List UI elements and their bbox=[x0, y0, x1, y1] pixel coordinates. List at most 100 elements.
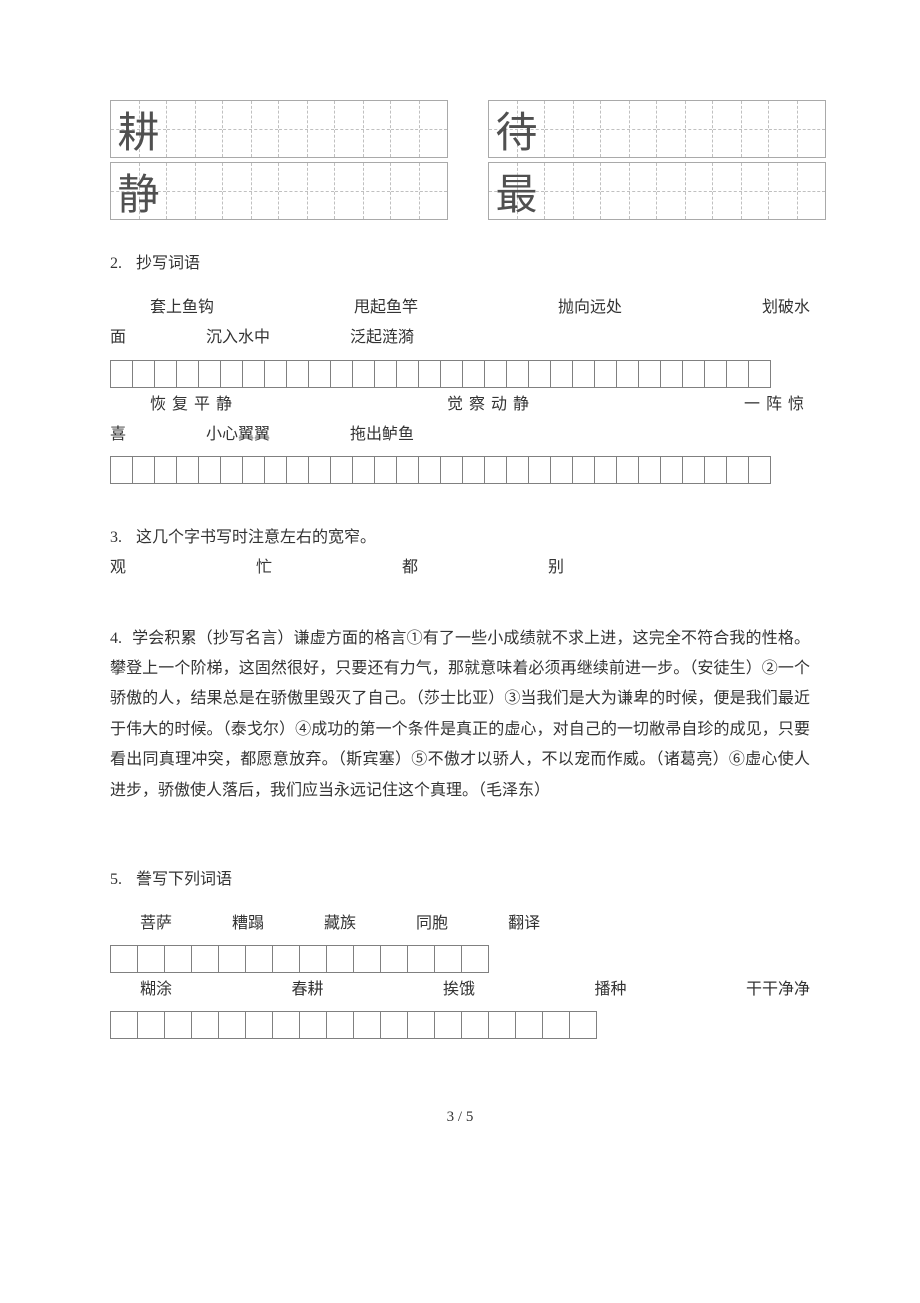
question-number: 4. bbox=[110, 630, 122, 647]
word: 同胞 bbox=[416, 909, 448, 939]
writing-cell bbox=[286, 360, 309, 388]
writing-cell bbox=[726, 456, 749, 484]
word: 藏族 bbox=[324, 909, 356, 939]
writing-cell bbox=[748, 456, 771, 484]
char-cell bbox=[223, 163, 279, 219]
writing-cell bbox=[484, 456, 507, 484]
writing-cell bbox=[462, 360, 485, 388]
writing-cell bbox=[218, 945, 246, 973]
writing-cell bbox=[264, 456, 287, 484]
word: 拖出鲈鱼 bbox=[350, 420, 414, 450]
writing-cell bbox=[461, 945, 489, 973]
writing-cell bbox=[748, 360, 771, 388]
writing-cell bbox=[299, 1011, 327, 1039]
writing-cell bbox=[191, 945, 219, 973]
writing-cell bbox=[660, 456, 683, 484]
writing-cell bbox=[550, 456, 573, 484]
writing-cell bbox=[220, 456, 243, 484]
writing-cell bbox=[154, 360, 177, 388]
char-cell bbox=[713, 163, 769, 219]
char-cell: 待 bbox=[489, 101, 545, 157]
writing-cell bbox=[616, 360, 639, 388]
writing-cell bbox=[308, 456, 331, 484]
char-cell bbox=[545, 163, 601, 219]
writing-cell bbox=[330, 360, 353, 388]
word: 菩萨 bbox=[140, 909, 172, 939]
writing-cell bbox=[407, 1011, 435, 1039]
writing-cell bbox=[440, 360, 463, 388]
writing-cell bbox=[704, 456, 727, 484]
char-cell: 静 bbox=[111, 163, 167, 219]
writing-cell bbox=[218, 1011, 246, 1039]
writing-cell bbox=[594, 456, 617, 484]
word: 划破水 bbox=[762, 293, 810, 323]
writing-cell bbox=[638, 360, 661, 388]
question-number: 5. bbox=[110, 871, 122, 888]
char-cell bbox=[769, 101, 825, 157]
writing-cell bbox=[550, 360, 573, 388]
writing-cell bbox=[191, 1011, 219, 1039]
writing-cell bbox=[308, 360, 331, 388]
question-body: 学会积累（抄写名言）谦虚方面的格言①有了一些小成绩就不求上进，这完全不符合我的性… bbox=[110, 630, 810, 799]
writing-cell bbox=[326, 1011, 354, 1039]
writing-cell bbox=[353, 945, 381, 973]
char-cell bbox=[279, 101, 335, 157]
writing-cell bbox=[110, 456, 133, 484]
char-cell bbox=[657, 163, 713, 219]
char-grid-row-2: 静 最 bbox=[110, 162, 810, 220]
q2-words-line2: 恢复平静 觉察动静 一阵惊 bbox=[110, 390, 810, 420]
char-cell bbox=[167, 163, 223, 219]
word: 套上鱼钩 bbox=[150, 293, 214, 323]
q5-words-line2: 糊涂 春耕 挨饿 播种 干干净净 bbox=[110, 975, 810, 1005]
writing-cell bbox=[726, 360, 749, 388]
writing-cell bbox=[396, 456, 419, 484]
char-cell bbox=[335, 163, 391, 219]
char-cell bbox=[769, 163, 825, 219]
char-grid-left-2: 静 bbox=[110, 162, 448, 220]
char-grid-right-2: 最 bbox=[488, 162, 826, 220]
word: 糊涂 bbox=[140, 975, 172, 1005]
question-5: 5. 誊写下列词语 菩萨 糟蹋 藏族 同胞 翻译 糊涂 春耕 挨饿 播种 干干净… bbox=[110, 866, 810, 1040]
writing-cell bbox=[572, 360, 595, 388]
writing-cell bbox=[380, 1011, 408, 1039]
writing-cell bbox=[528, 456, 551, 484]
writing-cell bbox=[245, 945, 273, 973]
writing-cell bbox=[528, 360, 551, 388]
writing-cell bbox=[220, 360, 243, 388]
writing-cells-row bbox=[110, 456, 810, 484]
writing-cell bbox=[440, 456, 463, 484]
writing-cell bbox=[352, 456, 375, 484]
q2-words-line1-tail: 面 沉入水中 泛起涟漪 bbox=[110, 323, 810, 353]
writing-cell bbox=[242, 456, 265, 484]
writing-cell bbox=[132, 360, 155, 388]
char-practice-grids: 耕 待 静 bbox=[110, 100, 810, 220]
question-title: 这几个字书写时注意左右的宽窄。 bbox=[136, 529, 376, 546]
char: 都 bbox=[402, 553, 418, 583]
writing-cell bbox=[462, 456, 485, 484]
word: 沉入水中 bbox=[206, 323, 270, 353]
char-cell bbox=[657, 101, 713, 157]
writing-cell bbox=[198, 456, 221, 484]
writing-cell bbox=[326, 945, 354, 973]
writing-cell bbox=[272, 1011, 300, 1039]
q3-chars: 观 忙 都 别 bbox=[110, 553, 810, 583]
char: 忙 bbox=[256, 553, 272, 583]
page-footer: 3 / 5 bbox=[0, 1109, 920, 1126]
example-char: 待 bbox=[489, 101, 544, 157]
writing-cell bbox=[434, 1011, 462, 1039]
char-cell bbox=[279, 163, 335, 219]
writing-cell bbox=[272, 945, 300, 973]
example-char: 静 bbox=[111, 163, 166, 219]
writing-cell bbox=[704, 360, 727, 388]
writing-cell bbox=[110, 1011, 138, 1039]
writing-cell bbox=[264, 360, 287, 388]
question-title: 抄写词语 bbox=[136, 255, 200, 272]
word: 糟蹋 bbox=[232, 909, 264, 939]
writing-cell bbox=[137, 945, 165, 973]
char-cell bbox=[713, 101, 769, 157]
writing-cell bbox=[572, 456, 595, 484]
writing-cells-row bbox=[110, 360, 810, 388]
writing-cell bbox=[569, 1011, 597, 1039]
word: 面 bbox=[110, 323, 126, 353]
word: 春耕 bbox=[291, 975, 323, 1005]
